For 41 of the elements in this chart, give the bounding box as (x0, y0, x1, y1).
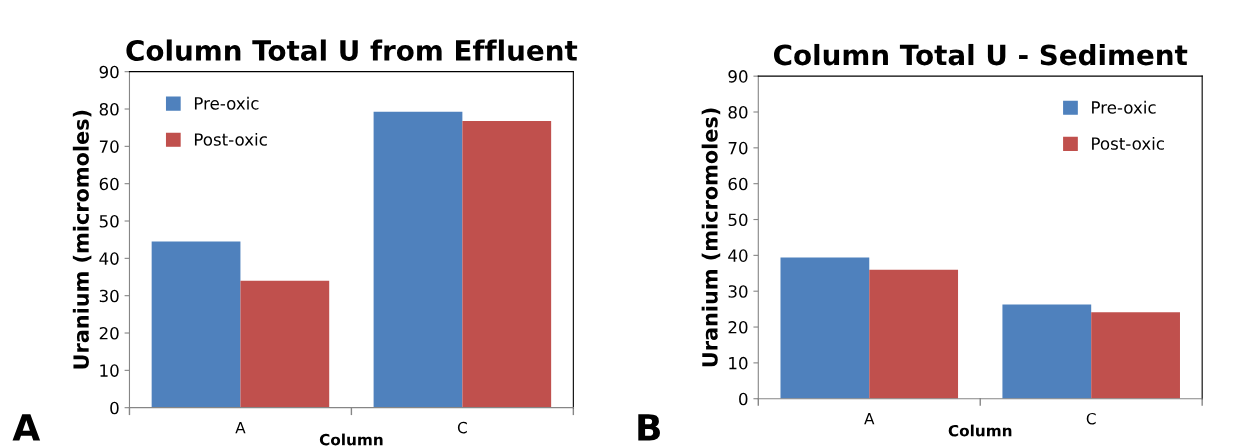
y-tick-label: 80 (728, 105, 748, 119)
y-tick-label: 60 (728, 177, 748, 191)
legend-label: Post-oxic (194, 132, 267, 146)
y-tick-label: 50 (99, 214, 119, 228)
y-tick-label: 10 (100, 364, 119, 377)
y-tick-label: 90 (728, 70, 748, 83)
y-tick-label: 70 (728, 141, 748, 155)
bar (373, 111, 463, 408)
y-tick-label: 20 (728, 321, 748, 334)
y-tick-label: 40 (99, 252, 119, 265)
chart-title: Column Total U - Sediment (774, 43, 1188, 66)
y-tick-label: 20 (99, 326, 119, 340)
bar (869, 269, 959, 399)
y-tick-label: 10 (729, 356, 748, 370)
y-tick-label: 60 (99, 177, 119, 191)
y-tick-label: 0 (739, 392, 748, 406)
x-tick-label: C (457, 421, 467, 434)
y-tick-label: 80 (99, 102, 119, 116)
x-axis-title: Column (948, 424, 1012, 437)
x-tick-label: C (1086, 412, 1096, 425)
text: B (638, 414, 660, 441)
bar (240, 280, 330, 408)
y-tick-label: 0 (110, 401, 119, 415)
y-tick-label: 90 (99, 65, 119, 79)
bar (1002, 304, 1092, 399)
legend-label: Pre-oxic (1092, 100, 1156, 114)
x-axis-title: Column (319, 433, 383, 446)
bar (780, 257, 870, 399)
legend-label: Pre-oxic (194, 96, 259, 110)
y-tick-label: 30 (99, 289, 119, 303)
chart-title: Column Total U from Effluent (126, 39, 578, 61)
y-axis-title: Uranium (micromoles) (701, 108, 721, 367)
y-axis-title: Uranium (micromoles) (72, 110, 92, 369)
y-tick-label: 40 (728, 249, 748, 262)
bar (462, 120, 552, 408)
y-tick-label: 30 (728, 285, 748, 298)
y-tick-label: 70 (99, 140, 119, 153)
legend-label: Post-oxic (1092, 136, 1164, 150)
y-tick-label: 50 (728, 213, 748, 227)
bar (151, 241, 241, 408)
bar (1091, 312, 1180, 399)
